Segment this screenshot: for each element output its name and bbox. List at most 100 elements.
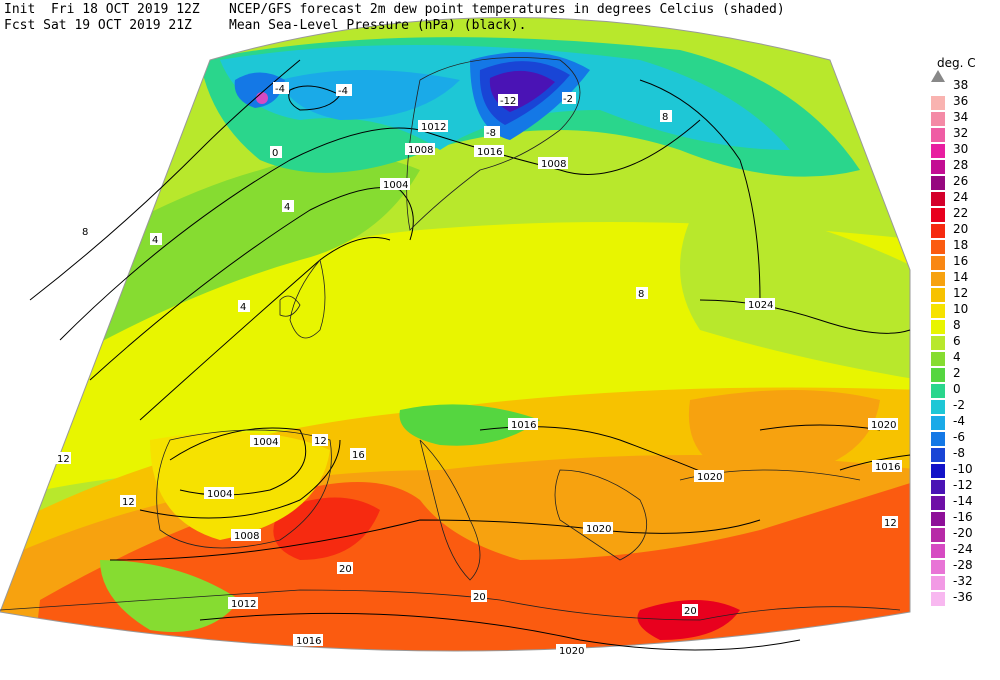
legend-swatch xyxy=(931,448,945,462)
svg-text:-8: -8 xyxy=(486,128,496,139)
dewpoint-label: 4 xyxy=(282,200,294,213)
legend-swatch xyxy=(931,496,945,510)
legend-label: 36 xyxy=(953,94,969,108)
legend-entry: -8 xyxy=(931,446,991,462)
legend-entry: 20 xyxy=(931,222,991,238)
isobar-label-1016b: 1016 xyxy=(508,418,538,431)
legend-swatch xyxy=(931,336,945,350)
legend-entry: 14 xyxy=(931,270,991,286)
legend-swatch xyxy=(931,160,945,174)
dewpoint-label: -2 xyxy=(562,92,576,105)
isobar-line xyxy=(139,237,391,421)
legend-swatch xyxy=(931,416,945,430)
svg-text:12: 12 xyxy=(57,454,70,465)
legend-entry: 34 xyxy=(931,110,991,126)
legend-entry: 18 xyxy=(931,238,991,254)
legend-entry: 26 xyxy=(931,174,991,190)
field-iberia xyxy=(150,432,330,540)
legend-label: 4 xyxy=(953,350,961,364)
legend-swatch xyxy=(931,592,945,606)
legend-label: -2 xyxy=(953,398,965,412)
svg-text:1004: 1004 xyxy=(253,437,278,448)
isobar-label-1012b: 1012 xyxy=(228,597,258,610)
isobar-label-1008c: 1008 xyxy=(231,529,261,542)
isobar-line xyxy=(639,79,761,301)
coast-britain xyxy=(289,259,326,339)
legend-entry: 10 xyxy=(931,302,991,318)
init-line: Init Fri 18 OCT 2019 12Z NCEP/GFS forecas… xyxy=(4,2,785,17)
legend-swatch xyxy=(931,576,945,590)
dewpoint-label: -12 xyxy=(498,94,518,107)
legend-swatch xyxy=(931,96,945,110)
legend-label: -36 xyxy=(953,590,973,604)
legend-entry: -14 xyxy=(931,494,991,510)
legend-label: -4 xyxy=(953,414,965,428)
legend-swatch xyxy=(931,432,945,446)
fcst-value: Sat 19 OCT 2019 21Z xyxy=(43,18,192,33)
dewpoint-label: 20 xyxy=(337,562,353,575)
legend-entry: -32 xyxy=(931,574,991,590)
legend-swatch xyxy=(931,352,945,366)
legend-swatch xyxy=(931,464,945,478)
isobar-label-1004: 1004 xyxy=(380,178,410,191)
legend-swatch xyxy=(931,256,945,270)
legend-label: -20 xyxy=(953,526,973,540)
legend-label: -32 xyxy=(953,574,973,588)
svg-text:1004: 1004 xyxy=(207,489,232,500)
legend-entry: 24 xyxy=(931,190,991,206)
coast-greece xyxy=(554,469,648,561)
svg-text:-12: -12 xyxy=(500,96,516,107)
svg-text:20: 20 xyxy=(473,592,486,603)
legend-entry: -16 xyxy=(931,510,991,526)
legend-swatch xyxy=(931,128,945,142)
legend-swatch xyxy=(931,144,945,158)
legend-label: -10 xyxy=(953,462,973,476)
svg-text:1020: 1020 xyxy=(586,524,611,535)
legend-entry: -36 xyxy=(931,590,991,606)
isobar-line xyxy=(699,299,911,334)
legend-swatch xyxy=(931,272,945,286)
legend-swatch xyxy=(931,208,945,222)
legend-entry: 8 xyxy=(931,318,991,334)
legend-swatch xyxy=(931,192,945,206)
init-label: Init xyxy=(4,2,36,17)
svg-text:1004: 1004 xyxy=(383,180,408,191)
legend-label: 24 xyxy=(953,190,969,204)
field-atlantic-green xyxy=(0,155,420,400)
svg-text:16: 16 xyxy=(352,450,365,461)
legend-label: -16 xyxy=(953,510,973,524)
legend-label: 12 xyxy=(953,286,969,300)
svg-text:-2: -2 xyxy=(563,94,573,105)
legend-entry: 28 xyxy=(931,158,991,174)
legend-label: -12 xyxy=(953,478,973,492)
legend-swatch xyxy=(931,112,945,126)
svg-text:1008: 1008 xyxy=(408,145,433,156)
isobar-label-1020: 1020 xyxy=(868,418,898,431)
fcst-line: Fcst Sat 19 OCT 2019 21Z Mean Sea-Level P… xyxy=(4,18,526,33)
legend-entry: -20 xyxy=(931,526,991,542)
svg-text:1008: 1008 xyxy=(234,531,259,542)
svg-text:20: 20 xyxy=(339,564,352,575)
dewpoint-label: -4 xyxy=(273,82,289,95)
isobar-label-1004b: 1004 xyxy=(250,435,280,448)
isobar-line xyxy=(759,424,881,431)
title-line-2: Mean Sea-Level Pressure (hPa) (black). xyxy=(229,18,527,33)
field-turkey xyxy=(688,390,880,480)
legend-label: 14 xyxy=(953,270,969,284)
dewpoint-label: 4 xyxy=(238,300,250,313)
legend-entry: 4 xyxy=(931,350,991,366)
legend-label: -6 xyxy=(953,430,965,444)
legend-label: 6 xyxy=(953,334,961,348)
legend-entry: -2 xyxy=(931,398,991,414)
map-frame xyxy=(0,17,911,652)
title-line-1: NCEP/GFS forecast 2m dew point temperatu… xyxy=(229,2,785,17)
isobar-label-1020d: 1020 xyxy=(694,470,724,483)
dewpoint-label: 8 xyxy=(80,225,92,238)
legend-label: 32 xyxy=(953,126,969,140)
legend-entry: 36 xyxy=(931,94,991,110)
legend-label: 26 xyxy=(953,174,969,188)
coast-scandinavia xyxy=(406,57,581,231)
legend-entry: 38 xyxy=(931,78,991,94)
legend-label: 2 xyxy=(953,366,961,380)
svg-text:-4: -4 xyxy=(275,84,285,95)
